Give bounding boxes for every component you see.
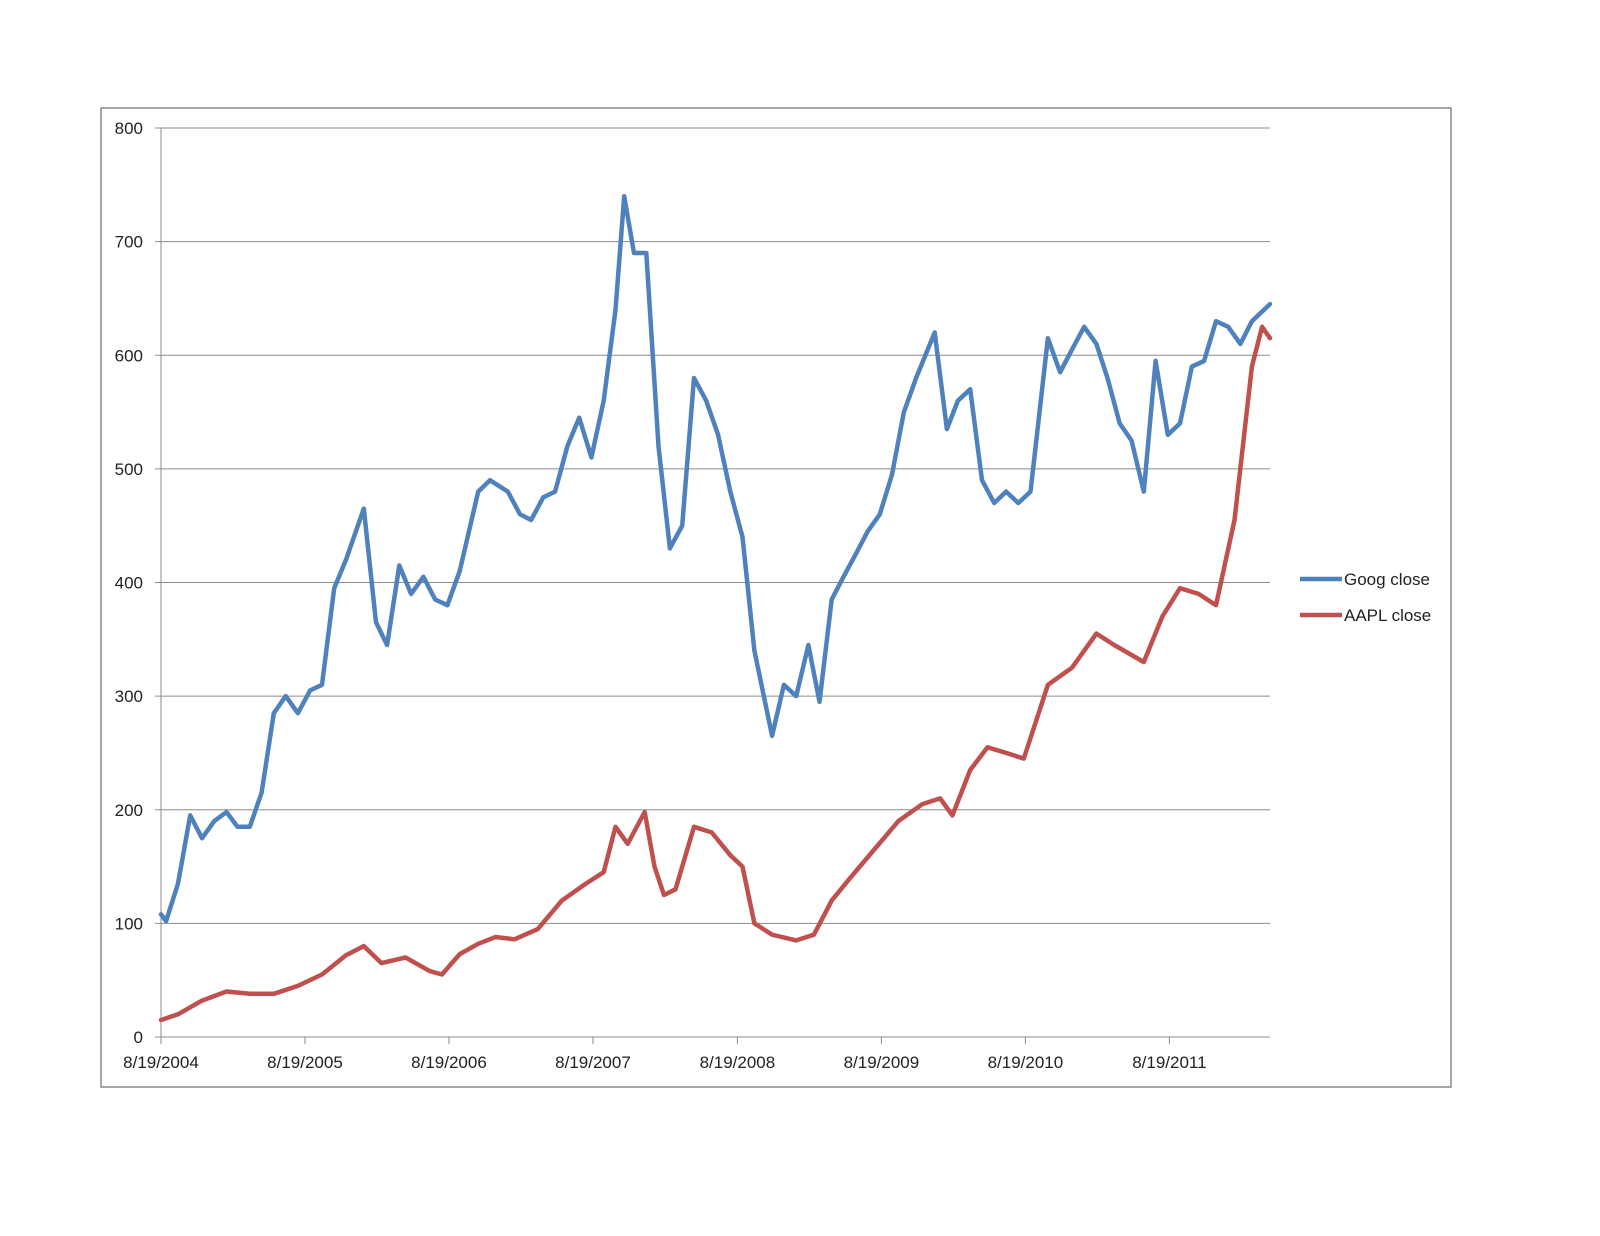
x-tick-label: 8/19/2010 xyxy=(988,1053,1064,1072)
y-tick-label: 600 xyxy=(115,346,143,365)
y-axis-tick-labels: 0 100 200 300 400 500 600 700 800 xyxy=(115,119,161,1047)
x-tick-label: 8/19/2007 xyxy=(555,1053,631,1072)
y-tick-label: 800 xyxy=(115,119,143,138)
x-tick-label: 8/19/2006 xyxy=(411,1053,487,1072)
series-lines xyxy=(158,193,1273,1023)
series-line-aapl xyxy=(158,324,1273,1023)
x-tick-label: 8/19/2005 xyxy=(267,1053,343,1072)
legend-label: AAPL close xyxy=(1344,606,1431,625)
legend: Goog close AAPL close xyxy=(1300,570,1431,625)
y-tick-label: 200 xyxy=(115,801,143,820)
y-tick-label: 0 xyxy=(134,1028,143,1047)
legend-label: Goog close xyxy=(1344,570,1430,589)
x-tick-label: 8/19/2008 xyxy=(700,1053,776,1072)
y-tick-label: 500 xyxy=(115,460,143,479)
series-line-goog xyxy=(158,193,1273,924)
y-tick-label: 700 xyxy=(115,233,143,252)
x-tick-label: 8/19/2011 xyxy=(1132,1053,1206,1072)
x-axis-tick-labels: 8/19/2004 8/19/2005 8/19/2006 8/19/2007 8/19… xyxy=(123,1037,1207,1072)
x-tick-label: 8/19/2009 xyxy=(844,1053,920,1072)
grid-lines xyxy=(161,127,1270,924)
x-tick-label: 8/19/2004 xyxy=(123,1053,199,1072)
y-tick-label: 400 xyxy=(115,574,143,593)
chart-border xyxy=(100,107,1452,1088)
y-tick-label: 300 xyxy=(115,687,143,706)
y-tick-label: 100 xyxy=(115,914,143,933)
